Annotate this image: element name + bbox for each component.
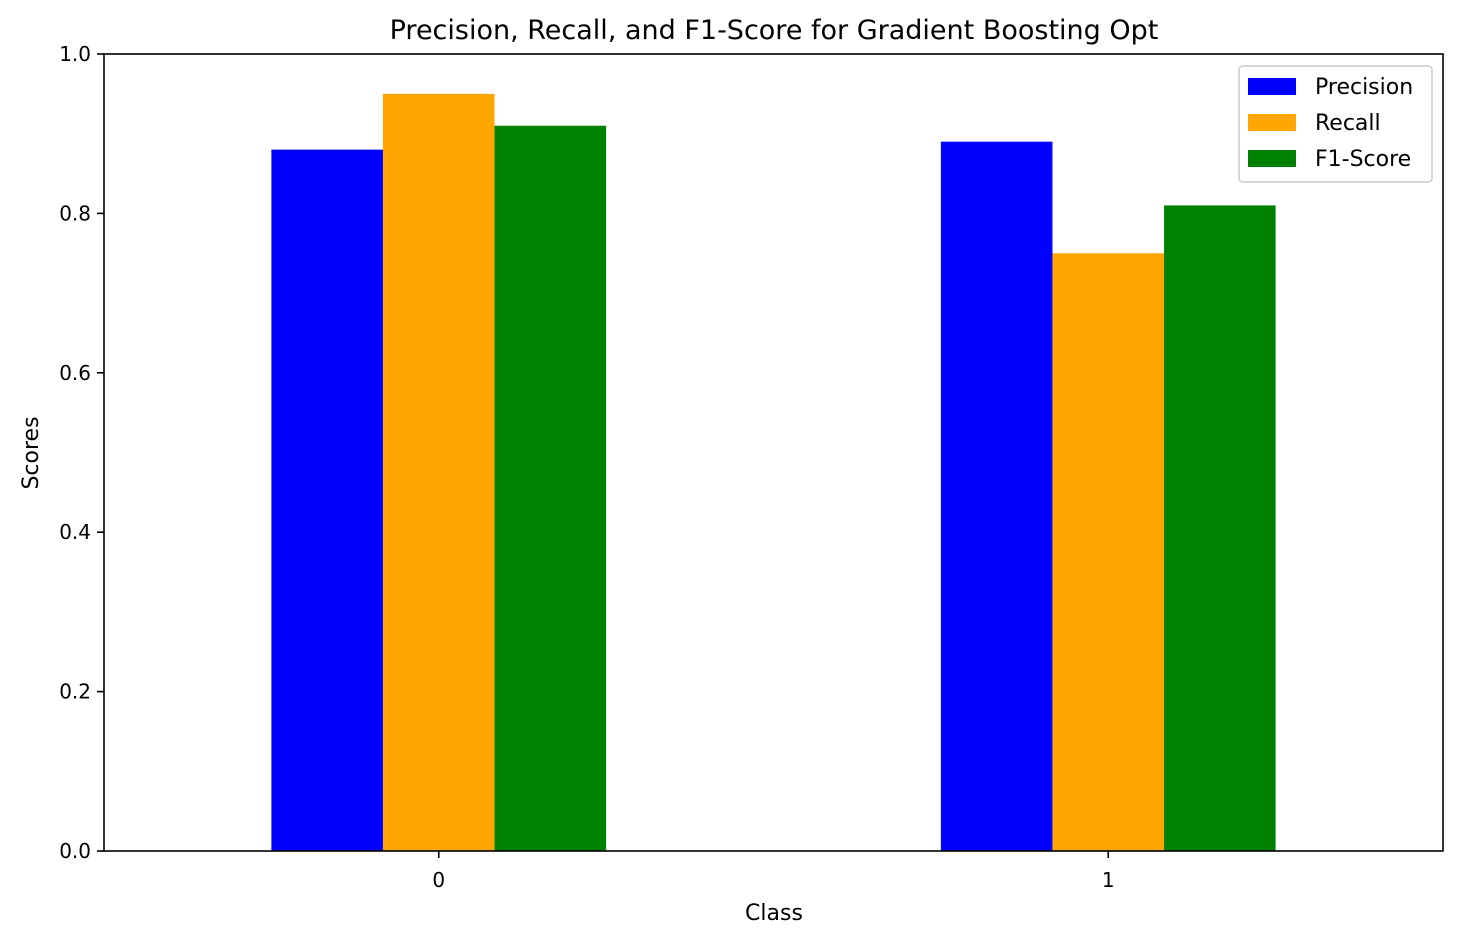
y-tick-label: 0.4 xyxy=(59,520,91,544)
legend-label-f1-score: F1-Score xyxy=(1315,147,1411,172)
y-tick-label: 1.0 xyxy=(59,42,91,66)
bar-recall-class-1 xyxy=(1052,253,1165,851)
plot-area xyxy=(103,53,1444,852)
legend-swatch-f1-score xyxy=(1248,150,1296,167)
bar-recall-class-0 xyxy=(382,93,495,852)
x-tick-label: 0 xyxy=(432,868,445,892)
legend-swatch-precision xyxy=(1248,78,1296,95)
chart-title: Precision, Recall, and F1-Score for Grad… xyxy=(390,15,1159,46)
y-axis: 0.0 0.2 0.4 0.6 0.8 1.0 xyxy=(59,42,104,863)
y-tick-label: 0.0 xyxy=(59,839,91,863)
bar-precision-class-1 xyxy=(940,141,1053,852)
legend-swatch-recall xyxy=(1248,114,1296,131)
plot-frame xyxy=(103,53,1444,852)
y-tick-label: 0.8 xyxy=(59,201,91,225)
bar-f1-score-class-0 xyxy=(494,125,607,852)
y-tick-label: 0.2 xyxy=(59,680,91,704)
y-tick-label: 0.6 xyxy=(59,361,91,385)
x-tick-label: 1 xyxy=(1102,868,1115,892)
legend-label-precision: Precision xyxy=(1315,75,1413,100)
legend-label-recall: Recall xyxy=(1315,111,1381,136)
legend: Precision Recall F1-Score xyxy=(1238,65,1433,183)
bar-f1-score-class-1 xyxy=(1164,205,1276,851)
bar-precision-class-0 xyxy=(271,149,383,851)
bars-layer xyxy=(271,93,1276,852)
y-axis-label: Scores xyxy=(19,416,44,489)
x-axis-label: Class xyxy=(745,901,803,926)
